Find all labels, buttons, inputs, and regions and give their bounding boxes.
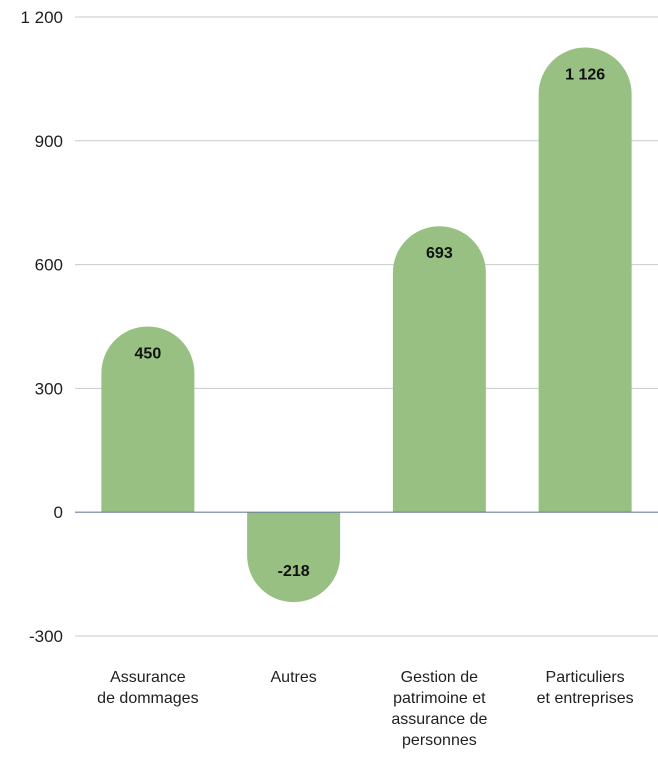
x-tick-line: assurance de: [391, 711, 487, 728]
bars-layer: [101, 47, 632, 603]
x-tick-label: Gestion de patrimoine et assurance de perso…: [391, 669, 487, 749]
y-tick-label: 300: [35, 379, 63, 398]
x-tick-label: Autres: [271, 669, 317, 686]
x-tick-line: Gestion de: [401, 669, 478, 686]
x-tick-label: Assurance de dommages: [97, 669, 198, 707]
x-tick-line: Assurance: [110, 669, 186, 686]
x-tick-line: de dommages: [97, 690, 198, 707]
data-label: -218: [278, 563, 310, 580]
bar: [247, 512, 341, 603]
y-tick-label: 1 200: [20, 8, 63, 27]
labels-layer: 1 200 900 600 300 0 -300 450 Assurance de dommag…: [20, 8, 633, 749]
x-tick-line: et entreprises: [537, 690, 634, 707]
x-tick-label: Particuliers et entreprises: [537, 669, 634, 707]
data-label: 693: [426, 245, 453, 262]
bar: [392, 226, 486, 513]
x-tick-line: Autres: [271, 669, 317, 686]
bar: [101, 326, 195, 513]
x-tick-line: personnes: [402, 732, 477, 749]
data-label: 450: [135, 346, 162, 363]
x-tick-line: patrimoine et: [393, 690, 486, 707]
x-tick-line: Particuliers: [546, 669, 625, 686]
bar: [538, 47, 632, 513]
y-tick-label: 0: [54, 503, 63, 522]
y-tick-label: 900: [35, 132, 63, 151]
y-tick-label: -300: [29, 627, 63, 646]
y-tick-label: 600: [35, 256, 63, 275]
data-label: 1 126: [565, 67, 605, 84]
